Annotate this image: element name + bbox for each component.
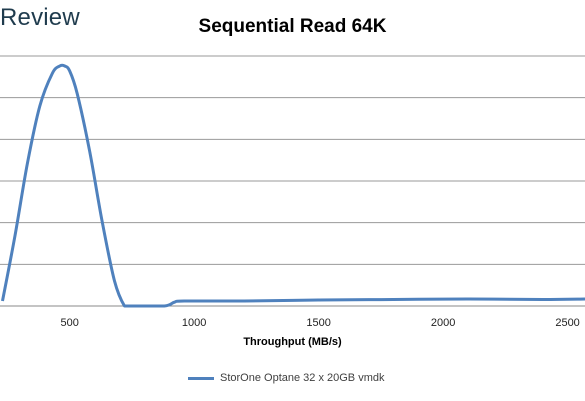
x-tick-label: 1500 [306, 317, 330, 329]
chart-title: Sequential Read 64K [198, 16, 387, 37]
x-tick-labels: 500 1000 1500 2000 2500 [61, 317, 580, 329]
x-tick-label: 1000 [182, 317, 206, 329]
x-tick-label: 2000 [431, 317, 455, 329]
site-logo: Review [0, 4, 80, 31]
series-line [1, 63, 585, 308]
grid-lines [0, 55, 585, 307]
x-tick-label: 500 [61, 317, 79, 329]
x-tick-label: 2500 [555, 317, 579, 329]
series-layer [1, 63, 585, 308]
legend-label: StorOne Optane 32 x 20GB vmdk [220, 372, 385, 384]
legend: StorOne Optane 32 x 20GB vmdk [188, 372, 384, 384]
legend-swatch [188, 376, 214, 380]
x-axis-label: Throughput (MB/s) [243, 336, 342, 348]
